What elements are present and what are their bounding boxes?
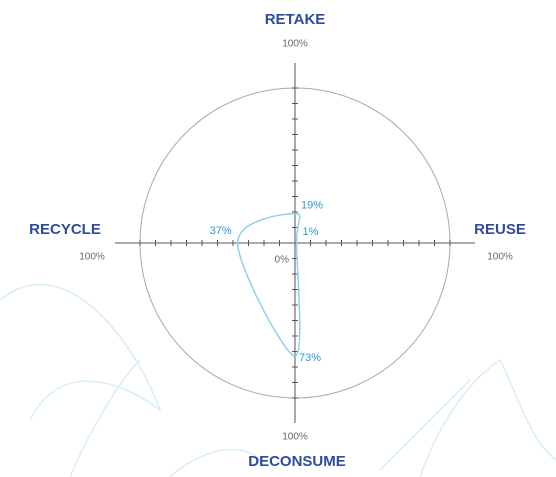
axis-name: DECONSUME (248, 453, 346, 470)
axis-max-label: 100% (282, 39, 308, 50)
axis-name: RETAKE (265, 11, 326, 28)
value-label: 1% (303, 226, 319, 238)
data-shape (236, 212, 301, 357)
axis-max-label: 100% (282, 432, 308, 443)
center-label: 0% (275, 255, 290, 266)
axis-max-label: 100% (79, 252, 105, 263)
axis-name: RECYCLE (29, 221, 101, 238)
value-label: 19% (301, 199, 323, 211)
axis-max-label: 100% (487, 252, 513, 263)
axis-name: REUSE (474, 221, 526, 238)
value-label: 73% (299, 352, 321, 364)
value-label: 37% (210, 225, 232, 237)
background-swooshes (0, 283, 556, 477)
